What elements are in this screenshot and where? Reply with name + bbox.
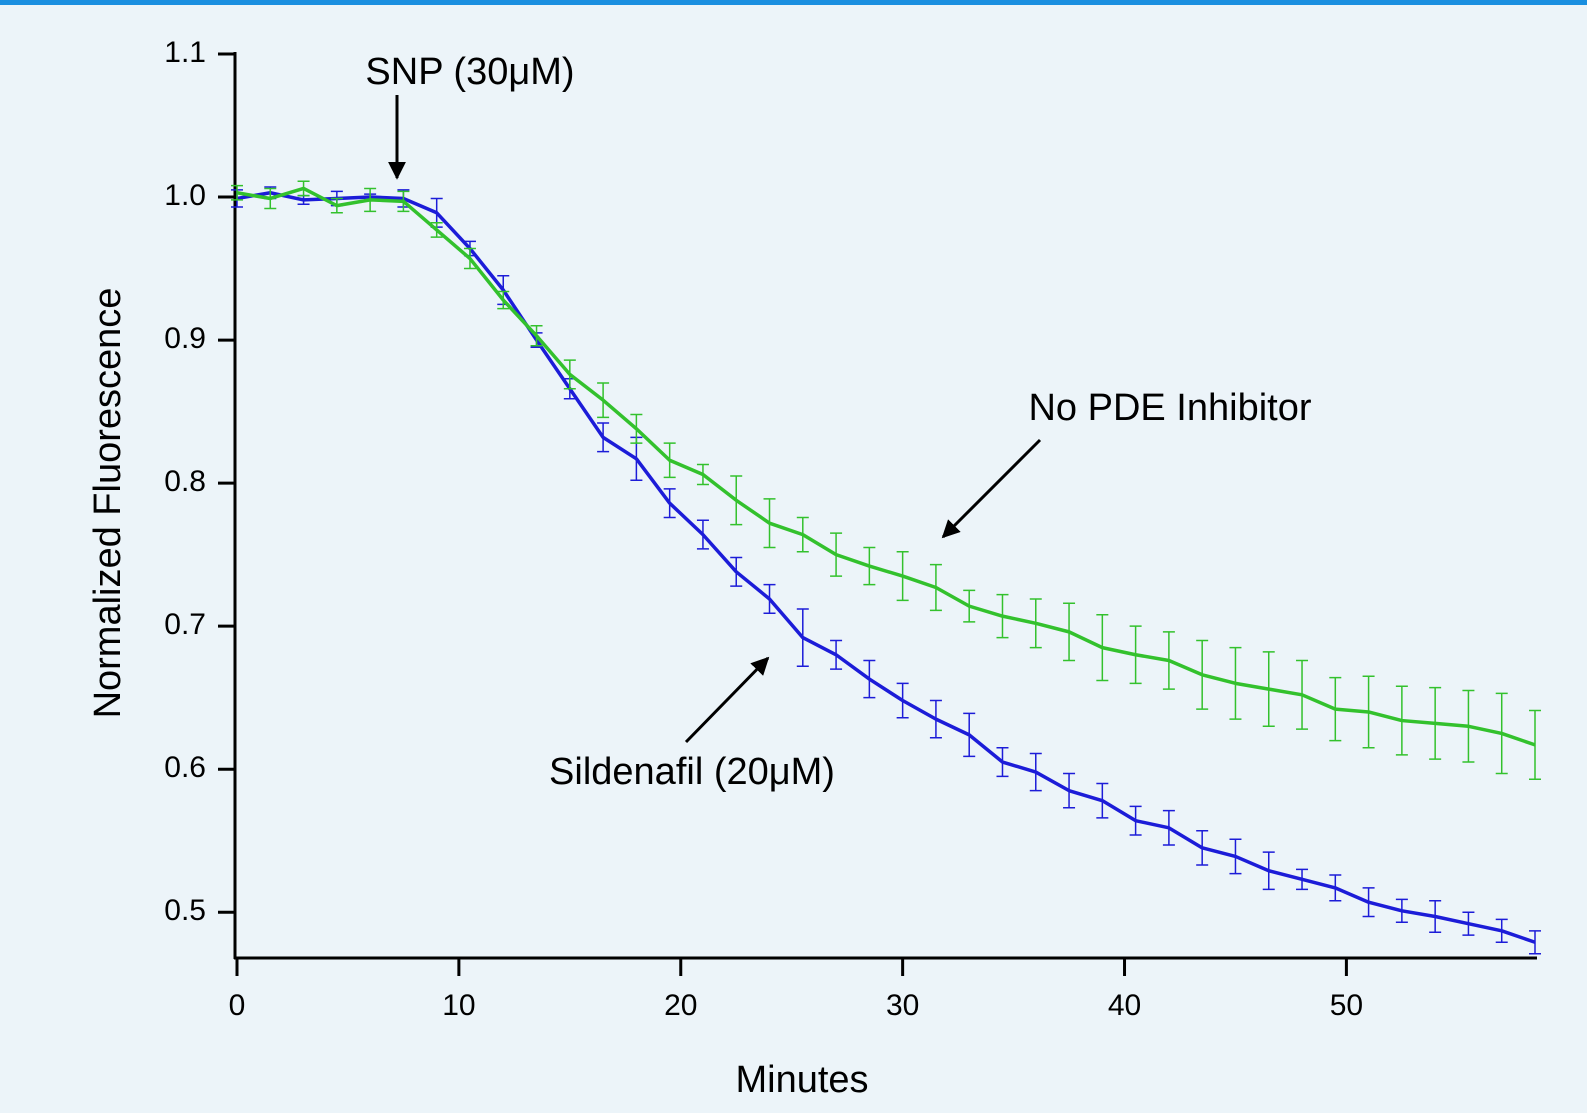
annotation: Sildenafil (20μM) [549,751,835,793]
x-tick-label: 20 [664,989,697,1022]
y-axis-label: Normalized Fluorescence [87,288,129,719]
y-tick-label: 0.6 [164,751,206,784]
series-line [236,186,1536,747]
error-bar [1529,930,1541,955]
annotation-arrow [684,656,770,744]
y-tick-label: 0.7 [164,608,206,641]
y-tick-label: 0.8 [164,465,206,498]
y-tick-label: 1.0 [164,179,206,212]
x-tick-label: 40 [1108,989,1141,1022]
annotation: SNP (30μM) [365,51,574,93]
x-tick-label: 50 [1330,989,1363,1022]
top-border [0,0,1587,5]
annotation-arrow [941,438,1042,539]
x-tick-label: 10 [442,989,475,1022]
series-line [236,190,1536,944]
x-tick-label: 0 [229,989,246,1022]
annotation: No PDE Inhibitor [1028,387,1311,429]
y-tick-label: 0.9 [164,322,206,355]
y-tick-label: 0.5 [164,894,206,927]
x-tick-label: 30 [886,989,919,1022]
x-axis-label: Minutes [735,1059,868,1101]
y-tick-label: 1.1 [164,36,206,69]
error-bar [1529,709,1541,780]
